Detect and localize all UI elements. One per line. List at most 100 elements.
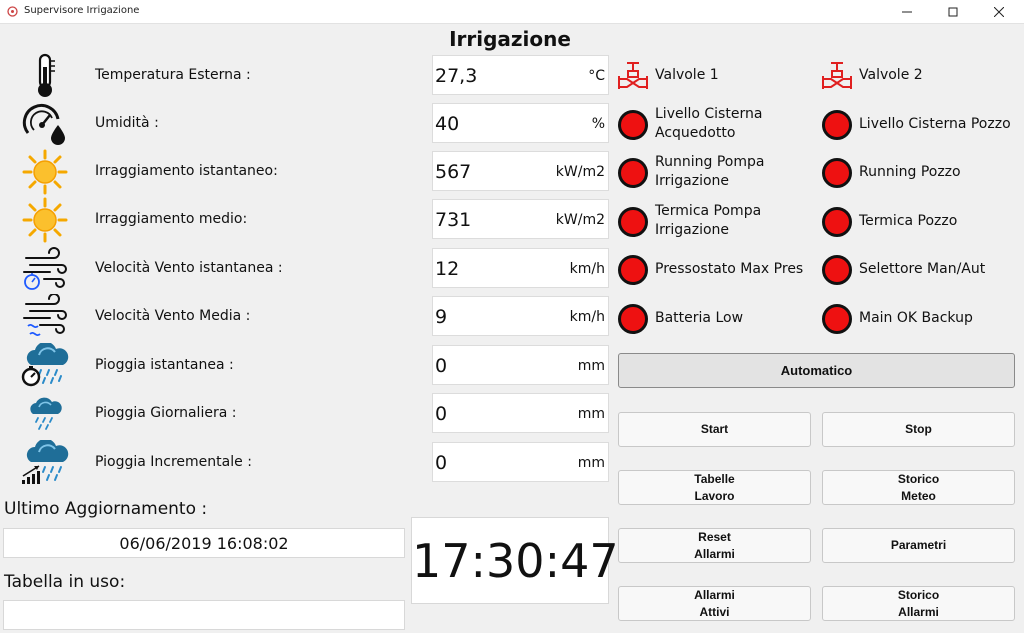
status-lamp — [822, 304, 852, 334]
sensor-value: 40 — [435, 113, 460, 135]
sensor-value-box: 567 kW/m2 — [432, 151, 609, 191]
status-lamp — [618, 255, 648, 285]
status-label: Running Pozzo — [859, 164, 961, 180]
allarmi-attivi-button[interactable]: Allarmi Attivi — [618, 586, 811, 621]
sensor-row-humidity: Umidità : 40% — [0, 101, 612, 147]
status-lamp — [618, 110, 648, 140]
status-label: Running Pompa Irrigazione — [655, 154, 765, 189]
tabelle-lavoro-button[interactable]: Tabelle Lavoro — [618, 470, 811, 505]
status-label: Termica Pompa Irrigazione — [655, 203, 762, 238]
valve-icon — [617, 56, 649, 96]
sensor-value-box: 12 km/h — [432, 248, 609, 288]
sensor-label: Irraggiamento medio: — [95, 211, 248, 227]
sensor-value-box: 731 kW/m2 — [432, 199, 609, 239]
status-running-pozzo: Running Pozzo — [821, 153, 1021, 193]
close-button[interactable] — [976, 0, 1022, 24]
status-label: Batteria Low — [655, 310, 744, 326]
sensor-value: 567 — [435, 161, 472, 183]
sensor-label: Umidità : — [95, 115, 159, 131]
valve-label: Valvole 1 — [655, 67, 719, 83]
status-cisterna-pozzo: Livello Cisterna Pozzo — [821, 105, 1021, 145]
valve-1: Valvole 1 — [617, 56, 817, 96]
sensor-unit: km/h — [569, 309, 605, 325]
sensor-value: 12 — [435, 258, 460, 280]
window-title: Supervisore Irrigazione — [24, 5, 140, 16]
sensor-label: Pioggia Giornaliera : — [95, 405, 237, 421]
sensor-unit: mm — [577, 406, 605, 422]
close-icon — [994, 7, 1004, 17]
sensor-label: Velocità Vento istantanea : — [95, 260, 283, 276]
status-lamp — [822, 158, 852, 188]
reset-allarmi-button[interactable]: Reset Allarmi — [618, 528, 811, 563]
start-button[interactable]: Start — [618, 412, 811, 447]
valve-2: Valvole 2 — [821, 56, 1021, 96]
sun-icon — [18, 149, 72, 195]
status-label: Selettore Man/Aut — [859, 261, 986, 277]
sensor-row-rain-incremental: Pioggia Incrementale : 0 mm — [0, 440, 612, 486]
status-label: Livello Cisterna Acquedotto — [655, 106, 763, 141]
valve-icon — [821, 56, 853, 96]
status-label: Main OK Backup — [859, 310, 973, 326]
status-termica-pompa: Termica Pompa Irrigazione — [617, 202, 812, 242]
sensor-label: Irraggiamento istantaneo: — [95, 163, 278, 179]
stop-button[interactable]: Stop — [822, 412, 1015, 447]
status-main-ok-backup: Main OK Backup — [821, 299, 1021, 339]
last-update-field: 06/06/2019 16:08:02 — [3, 528, 405, 558]
status-lamp — [822, 255, 852, 285]
rain-cloud-icon — [18, 391, 72, 437]
sensor-label: Pioggia istantanea : — [95, 357, 234, 373]
sensor-value: 0 — [435, 355, 448, 377]
sensor-value-box: 27,3 °C — [432, 55, 609, 95]
mode-button[interactable]: Automatico — [618, 353, 1015, 388]
status-label: Pressostato Max Pres — [655, 261, 804, 277]
storico-allarmi-button[interactable]: Storico Allarmi — [822, 586, 1015, 621]
rain-chart-icon — [18, 440, 72, 486]
last-update-value: 06/06/2019 16:08:02 — [119, 534, 289, 553]
sensor-row-rain-daily: Pioggia Giornaliera : 0 mm — [0, 391, 612, 437]
sensor-value-box: 0 mm — [432, 393, 609, 433]
sensor-value-box: 0 mm — [432, 345, 609, 385]
sensor-label: Pioggia Incrementale : — [95, 454, 252, 470]
minimize-button[interactable] — [884, 0, 930, 24]
maximize-button[interactable] — [930, 0, 976, 24]
clock-time: 17:30:47 — [412, 534, 619, 588]
wind-avg-icon — [18, 294, 72, 340]
status-termica-pozzo: Termica Pozzo — [821, 202, 1021, 242]
sensor-row-temperature: Temperatura Esterna : 27,3 °C — [0, 53, 612, 99]
sensor-value: 9 — [435, 306, 448, 328]
parametri-button[interactable]: Parametri — [822, 528, 1015, 563]
sensor-row-irradiance-average: Irraggiamento medio: 731 kW/m2 — [0, 197, 612, 243]
rain-timer-icon — [18, 343, 72, 389]
minimize-icon — [902, 11, 912, 13]
status-batteria-low: Batteria Low — [617, 299, 817, 339]
status-cisterna-acquedotto: Livello Cisterna Acquedotto — [617, 105, 812, 145]
status-pressostato: Pressostato Max Pres — [617, 250, 817, 290]
sensor-value-box: 9 km/h — [432, 296, 609, 336]
status-selettore: Selettore Man/Aut — [821, 250, 1021, 290]
title-bar: Supervisore Irrigazione — [0, 0, 1024, 24]
sensor-row-wind-instant: Velocità Vento istantanea : 12 km/h — [0, 246, 612, 292]
app-icon — [7, 6, 18, 17]
sensor-unit: % — [591, 116, 605, 132]
sensor-value: 731 — [435, 209, 472, 231]
sensor-value: 0 — [435, 403, 448, 425]
sensor-unit: °C — [588, 68, 605, 84]
clock-display: 17:30:47 — [411, 517, 619, 604]
sensor-value: 0 — [435, 452, 448, 474]
status-running-pompa: Running Pompa Irrigazione — [617, 153, 812, 193]
maximize-icon — [948, 7, 958, 17]
humidity-gauge-icon — [18, 101, 72, 147]
status-lamp — [618, 158, 648, 188]
sensor-row-wind-average: Velocità Vento Media : 9 km/h — [0, 294, 612, 340]
status-lamp — [822, 110, 852, 140]
sensor-label: Velocità Vento Media : — [95, 308, 251, 324]
sensor-unit: kW/m2 — [555, 212, 605, 228]
wind-timer-icon — [18, 246, 72, 292]
status-lamp — [618, 304, 648, 334]
sensor-row-rain-instant: Pioggia istantanea : 0 mm — [0, 343, 612, 389]
storico-meteo-button[interactable]: Storico Meteo — [822, 470, 1015, 505]
page-title: Irrigazione — [449, 27, 571, 51]
sensor-unit: mm — [577, 358, 605, 374]
sensor-value: 27,3 — [435, 65, 478, 87]
sensor-label: Temperatura Esterna : — [95, 67, 251, 83]
